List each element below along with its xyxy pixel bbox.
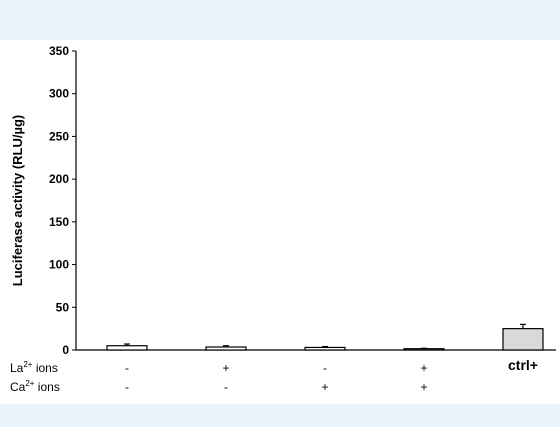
y-tick-label: 150 [49, 215, 69, 229]
condition-sign: + [420, 380, 427, 394]
condition-sign: + [321, 380, 328, 394]
top-band [0, 0, 560, 40]
bar [205, 346, 247, 351]
condition-row-label: La2+ ions [10, 360, 58, 375]
bar [304, 346, 346, 351]
condition-sign: - [224, 380, 228, 394]
y-tick-label: 250 [49, 129, 69, 143]
bar [403, 348, 445, 351]
y-tick-label: 300 [49, 87, 69, 101]
y-tick-label: 350 [49, 44, 69, 58]
y-tick-label: 100 [49, 258, 69, 272]
bars-layer [106, 323, 544, 351]
bar-chart: 0 50 100 150 200 250 300 350 Luciferase activity… [10, 44, 556, 394]
y-tick-label: 0 [62, 343, 69, 357]
condition-sign: - [323, 361, 327, 375]
bar [502, 328, 544, 351]
y-tick-label: 50 [56, 300, 70, 314]
axis-layer: 0 50 100 150 200 250 300 350 Luciferase activity… [10, 44, 556, 357]
condition-sign: - [125, 380, 129, 394]
condition-sign: + [420, 361, 427, 375]
y-axis-label: Luciferase activity (RLU/µg) [10, 115, 25, 286]
labels-layer: La2+ ions - + - + Ca2+ ions - - + + ctrl+ [10, 357, 538, 394]
y-tick-label: 200 [49, 172, 69, 186]
bar [106, 345, 148, 351]
ctrl-label: ctrl+ [508, 357, 538, 373]
condition-row-label: Ca2+ ions [10, 379, 60, 394]
condition-sign: + [222, 361, 229, 375]
condition-sign: - [125, 361, 129, 375]
bottom-band [0, 404, 560, 427]
